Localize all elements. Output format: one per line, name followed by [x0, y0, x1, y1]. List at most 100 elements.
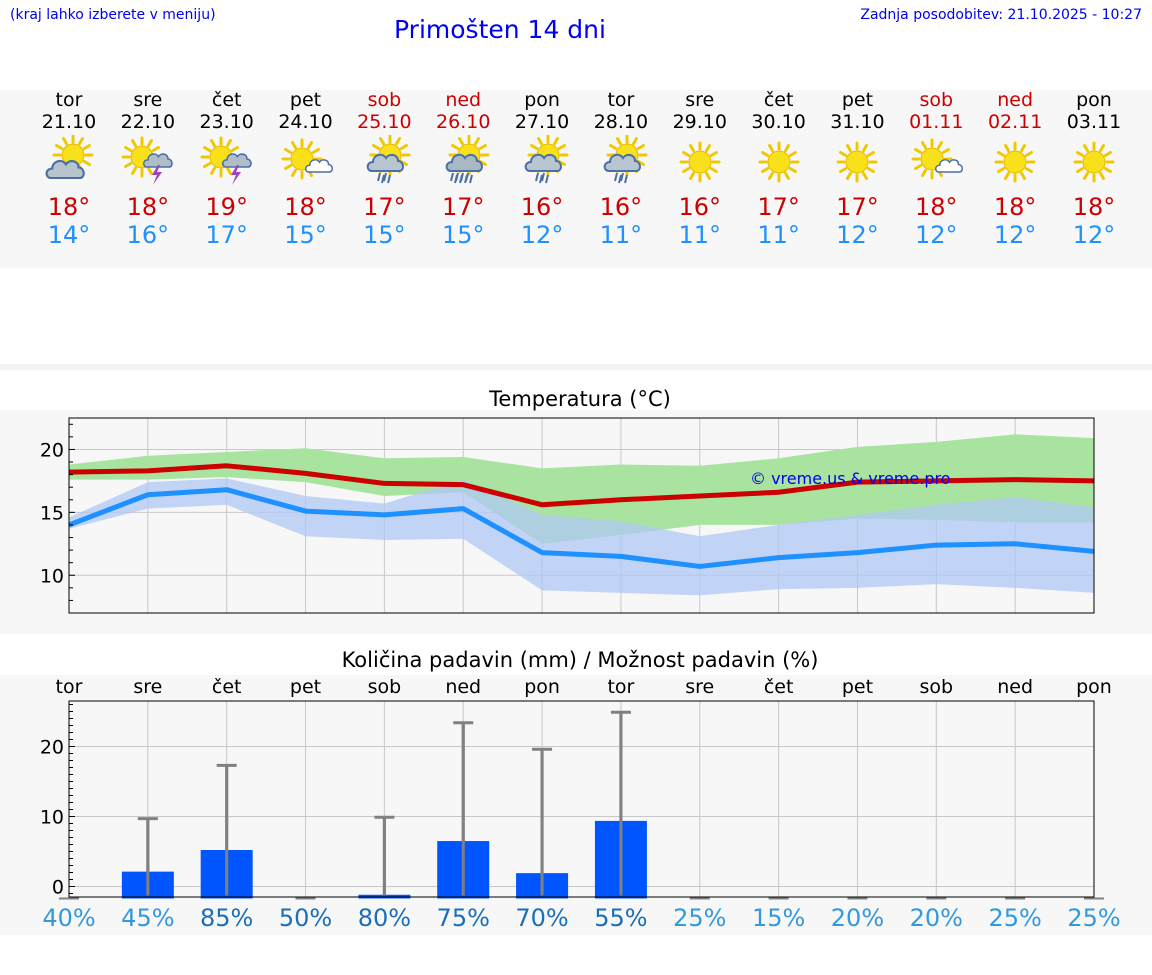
day-date: 26.10	[436, 111, 491, 133]
sun-icon	[1073, 141, 1115, 183]
max-temperature: 16°	[599, 193, 643, 221]
day-column: sob 01.11 18° 12°	[896, 89, 976, 249]
page-title: Primošten 14 dni	[394, 15, 606, 44]
max-temperature-line	[68, 463, 1095, 508]
day-date: 01.11	[909, 111, 964, 133]
max-temperature: 17°	[836, 193, 879, 221]
sun-icon	[758, 141, 800, 183]
day-date: 21.10	[41, 111, 97, 133]
max-temperature: 16°	[520, 193, 564, 221]
precip-x-tick-label: tor	[607, 676, 634, 698]
precip-x-tick-label: tor	[56, 676, 83, 698]
day-column: pet 31.10 17° 12°	[817, 89, 897, 249]
precip-x-tick-label: ned	[445, 676, 481, 698]
day-date: 30.10	[751, 111, 806, 133]
day-name: pet	[289, 89, 322, 111]
min-temperature: 12°	[836, 221, 879, 249]
precipitation-chart-title: Količina padavin (mm) / Možnost padavin …	[341, 648, 819, 672]
day-name: pon	[524, 89, 560, 111]
max-temperature: 18°	[284, 193, 327, 221]
day-name: sob	[919, 89, 954, 111]
min-temperature: 15°	[441, 221, 485, 249]
day-column: čet 23.10 19° 17°	[187, 89, 267, 249]
min-temperature-range-band	[69, 478, 1094, 596]
precip-x-tick-label: sob	[920, 676, 954, 698]
day-date: 28.10	[593, 111, 649, 133]
chart-watermark: © vreme.us & vreme.pro	[750, 469, 951, 488]
day-name: sob	[367, 89, 402, 111]
day-column: pon 27.10 16° 12°	[502, 89, 582, 249]
precip-probability-label: 45%	[121, 904, 174, 932]
sun-icon	[994, 141, 1036, 183]
sun-cloud-rain-icon	[367, 135, 411, 184]
precip-y-tick-label: 10	[40, 807, 64, 829]
sun-cloud-rain-icon	[603, 135, 648, 184]
temp-y-tick-label: 15	[40, 502, 64, 524]
divider	[0, 364, 1152, 370]
sun-cloud-thunder-icon	[121, 136, 173, 185]
max-temperature: 18°	[993, 193, 1037, 221]
day-name: čet	[763, 89, 794, 111]
location-hint[interactable]: (kraj lahko izberete v meniju)	[10, 7, 216, 23]
day-date: 23.10	[199, 111, 254, 133]
max-temperature: 17°	[757, 193, 800, 221]
precip-x-tick-label: pon	[524, 676, 560, 698]
precip-probability-label: 25%	[988, 904, 1041, 932]
min-temperature: 16°	[126, 221, 170, 249]
day-column: ned 26.10 17° 15°	[423, 89, 503, 249]
day-column: tor 28.10 16° 11°	[581, 89, 661, 249]
day-column: tor 21.10 18° 14°	[29, 89, 109, 249]
precip-x-tick-label: čet	[764, 676, 794, 698]
sun-cloud-icon	[45, 135, 94, 180]
min-temperature-line	[68, 487, 1095, 569]
day-column: pet 24.10 18° 15°	[266, 89, 346, 249]
max-temperature: 18°	[126, 193, 170, 221]
precip-probability-label: 75%	[437, 904, 490, 932]
min-temperature: 11°	[599, 221, 643, 249]
day-name: tor	[607, 89, 635, 111]
min-temperature: 12°	[915, 221, 958, 249]
day-name: pet	[841, 89, 874, 111]
day-name: sre	[133, 89, 163, 111]
sun-cloud-thunder-icon	[200, 136, 252, 185]
day-date: 24.10	[278, 111, 333, 133]
forecast-strip	[0, 90, 1152, 268]
min-temperature: 11°	[757, 221, 800, 249]
day-column: čet 30.10 17° 11°	[739, 89, 819, 249]
temp-y-tick-label: 10	[40, 565, 64, 587]
day-date: 31.10	[830, 111, 885, 133]
day-name: ned	[445, 89, 482, 111]
temp-y-tick-label: 20	[40, 439, 64, 461]
precip-x-tick-label: sre	[685, 676, 714, 698]
day-column: ned 02.11 18° 12°	[975, 89, 1055, 249]
day-column: pon 03.11 18° 12°	[1054, 89, 1134, 249]
day-date: 03.11	[1066, 111, 1122, 133]
sun-icon	[679, 141, 721, 183]
min-temperature: 17°	[205, 221, 248, 249]
day-date: 02.11	[987, 111, 1043, 133]
sun-cloud-heavy-rain-icon	[445, 135, 490, 184]
min-temperature: 12°	[520, 221, 564, 249]
precip-y-tick-label: 0	[52, 877, 64, 899]
precip-x-tick-label: ned	[997, 676, 1033, 698]
day-name: ned	[997, 89, 1034, 111]
sun-cloud-rain-icon	[524, 135, 569, 184]
day-date: 25.10	[357, 111, 412, 133]
max-temperature: 18°	[915, 193, 958, 221]
max-temperature: 19°	[205, 193, 248, 221]
max-temperature: 18°	[1072, 193, 1116, 221]
day-name: sre	[685, 89, 715, 111]
day-column: sre 22.10 18° 16°	[108, 89, 188, 249]
precip-x-tick-label: čet	[212, 676, 242, 698]
last-updated: Zadnja posodobitev: 21.10.2025 - 10:27	[860, 7, 1142, 23]
precip-x-tick-label: sre	[133, 676, 162, 698]
precip-probability-label: 85%	[200, 904, 253, 932]
min-temperature: 14°	[47, 221, 91, 249]
precip-y-tick-label: 20	[40, 737, 64, 759]
precip-probability-label: 50%	[279, 904, 332, 932]
precip-probability-label: 15%	[752, 904, 805, 932]
precip-probability-label: 55%	[594, 904, 647, 932]
day-name: tor	[55, 89, 83, 111]
max-temperature: 16°	[678, 193, 722, 221]
